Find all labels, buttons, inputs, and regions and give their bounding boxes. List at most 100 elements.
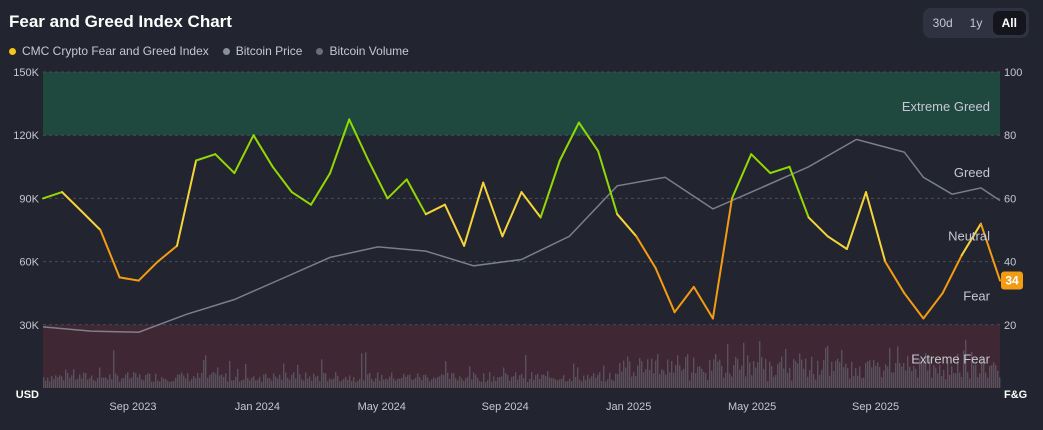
volume-bar [799, 353, 801, 388]
fear-greed-segment [711, 197, 733, 320]
volume-bar [829, 375, 831, 388]
volume-bar [975, 364, 977, 388]
volume-bar [613, 380, 615, 388]
fear-greed-segment [865, 191, 887, 263]
volume-bar [735, 356, 737, 388]
volume-bar [809, 370, 811, 388]
volume-bar [645, 369, 647, 388]
fear-greed-segment [405, 178, 427, 216]
volume-bar [249, 380, 251, 388]
volume-bar [459, 376, 461, 388]
right-tick-label: 40 [1004, 257, 1016, 269]
legend-item-bitcoin-volume[interactable]: Bitcoin Volume [316, 44, 409, 58]
volume-bar [949, 374, 951, 388]
volume-bar [487, 380, 489, 388]
volume-bar [921, 361, 923, 388]
range-tabs: 30d 1y All [923, 8, 1029, 38]
volume-bar [807, 376, 809, 388]
volume-bar [965, 339, 967, 388]
volume-bar [579, 379, 581, 388]
fear-greed-segment [750, 153, 772, 175]
volume-bar [803, 368, 805, 388]
current-value-badge [1001, 271, 1023, 290]
volume-bar [767, 381, 769, 388]
volume-bar [351, 381, 353, 388]
fear-greed-segment [520, 191, 542, 219]
volume-bar [943, 369, 945, 388]
volume-bar [655, 360, 657, 388]
fear-greed-segment [654, 266, 676, 314]
volume-bar [437, 377, 439, 388]
volume-bar [427, 377, 429, 388]
volume-bar [793, 359, 795, 388]
volume-bar [497, 377, 499, 388]
volume-bar [111, 379, 113, 388]
volume-bar [195, 378, 197, 388]
volume-bar [999, 377, 1001, 388]
volume-bar [779, 361, 781, 388]
legend-item-bitcoin-price[interactable]: Bitcoin Price [222, 44, 302, 58]
volume-bar [733, 365, 735, 388]
fear-greed-segment [922, 292, 944, 320]
volume-bar [841, 349, 843, 388]
right-tick-label: 100 [1004, 67, 1022, 79]
volume-bar [257, 379, 259, 388]
volume-bar [147, 373, 149, 388]
volume-bar [983, 362, 985, 388]
volume-bar [867, 361, 869, 388]
volume-bar [763, 369, 765, 388]
volume-bar [883, 370, 885, 388]
volume-bar [299, 374, 301, 388]
fear-greed-segment [176, 159, 198, 247]
volume-bar [721, 365, 723, 388]
volume-bar [993, 362, 995, 388]
volume-bar [477, 378, 479, 388]
volume-bar [269, 378, 271, 388]
fear-greed-segment [463, 181, 485, 247]
volume-bar [397, 378, 399, 388]
volume-bar [575, 376, 577, 388]
volume-bar [221, 374, 223, 388]
volume-bar [233, 380, 235, 388]
x-tick-label: May 2024 [358, 401, 406, 413]
range-tab-30d[interactable]: 30d [932, 16, 953, 30]
fear-greed-segment [558, 121, 580, 162]
fear-greed-segment [807, 216, 829, 238]
volume-bar [709, 360, 711, 388]
volume-bar [503, 367, 505, 388]
fear-greed-segment [42, 191, 64, 200]
volume-bar [105, 377, 107, 388]
fear-greed-segment [290, 191, 312, 206]
volume-bar [905, 370, 907, 388]
volume-bar [155, 373, 157, 388]
volume-bar [261, 381, 263, 388]
volume-bar [959, 372, 961, 388]
volume-bar [571, 381, 573, 388]
volume-bar [409, 374, 411, 388]
volume-bar [651, 358, 653, 388]
volume-bar [423, 375, 425, 388]
fear-greed-segment [616, 213, 638, 238]
range-tab-1y[interactable]: 1y [969, 16, 983, 30]
range-tab-all[interactable]: All [992, 11, 1026, 35]
volume-bar [823, 360, 825, 388]
volume-bar [65, 369, 67, 388]
volume-bar [705, 373, 707, 388]
volume-bar [917, 377, 919, 388]
volume-bar [815, 379, 817, 388]
volume-bar [585, 380, 587, 388]
left-tick-label: 120K [13, 130, 39, 142]
volume-bar [169, 381, 171, 388]
volume-bar [353, 377, 355, 388]
volume-bar [73, 369, 75, 388]
volume-bar [59, 375, 61, 388]
volume-bar [861, 378, 863, 388]
legend-item-fear-greed[interactable]: CMC Crypto Fear and Greed Index [9, 44, 209, 58]
volume-bar [219, 375, 221, 388]
volume-bar [745, 376, 747, 388]
volume-bar [887, 366, 889, 388]
volume-bar [223, 376, 225, 388]
volume-bar [343, 378, 345, 388]
volume-bar [359, 378, 361, 388]
